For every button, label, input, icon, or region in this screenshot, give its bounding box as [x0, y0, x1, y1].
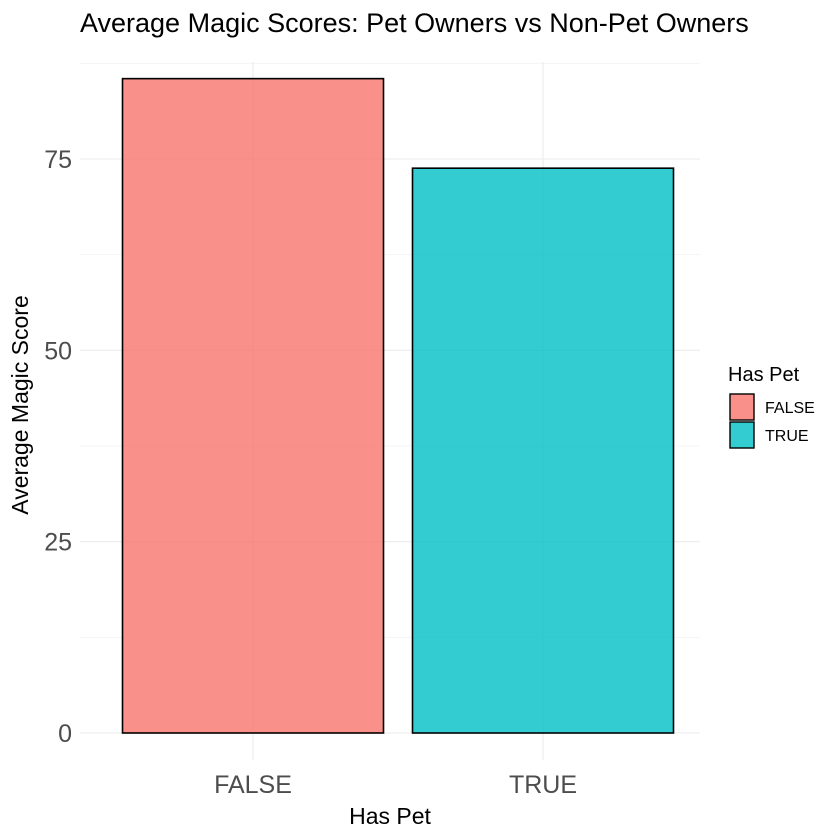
legend: Has Pet FALSE TRUE — [728, 364, 815, 449]
y-tick-label: 75 — [44, 146, 72, 174]
legend-label-true: TRUE — [765, 428, 809, 445]
bars — [121, 77, 675, 734]
legend-label-false: FALSE — [765, 400, 815, 417]
x-tick-label: TRUE — [509, 771, 577, 799]
bar-true — [411, 167, 675, 734]
chart-title: Average Magic Scores: Pet Owners vs Non-… — [80, 8, 749, 38]
legend-key-true — [729, 421, 755, 449]
y-tick-label: 25 — [44, 529, 72, 557]
legend-title: Has Pet — [728, 364, 800, 386]
y-tick-label: 50 — [44, 337, 72, 365]
legend-key-false — [729, 393, 755, 421]
plot-panel: 0 25 50 75 FALSE TRUE — [44, 62, 700, 799]
legend-items: FALSE TRUE — [729, 393, 815, 449]
x-axis-title: Has Pet — [349, 803, 431, 829]
y-axis-ticks: 0 25 50 75 — [44, 146, 72, 748]
x-axis-ticks: FALSE TRUE — [214, 771, 577, 799]
y-tick-label: 0 — [58, 720, 72, 748]
bar-false — [121, 77, 385, 734]
x-tick-label: FALSE — [214, 771, 292, 799]
y-axis-title: Average Magic Score — [7, 295, 33, 514]
